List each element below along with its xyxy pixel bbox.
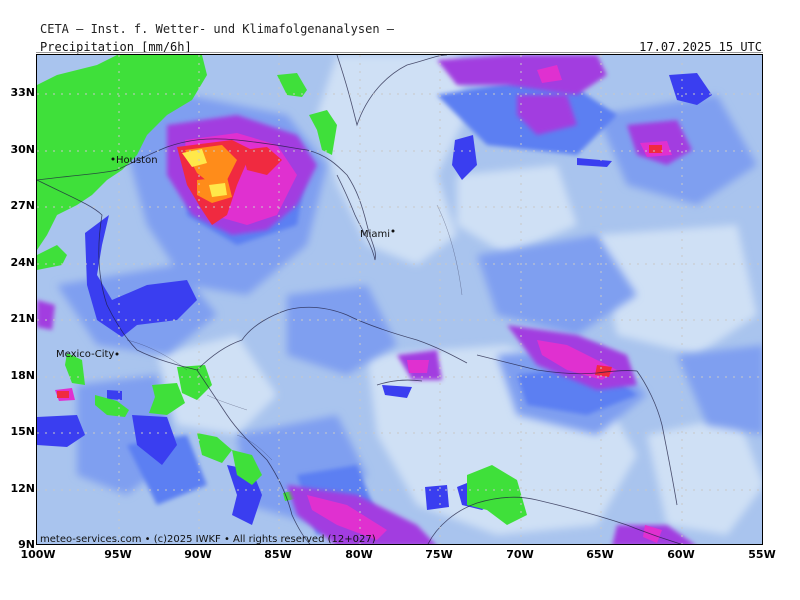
lon-label-75w: 75W <box>425 548 453 561</box>
product-title: Precipitation [mm/6h] <box>40 40 192 54</box>
lat-label-30n: 30N <box>10 143 35 156</box>
footer-credit: meteo-services.com • (c)2025 IWKF • All … <box>40 534 376 545</box>
city-label-miami: Miami <box>360 229 390 240</box>
lat-label-9n: 9N <box>18 538 35 551</box>
city-label-houston: Houston <box>116 155 158 166</box>
borders <box>126 204 463 461</box>
yellow-precip-areas <box>182 149 227 197</box>
lon-label-95w: 95W <box>104 548 132 561</box>
valid-time: 17.07.2025 15 UTC <box>639 40 762 54</box>
lon-label-90w: 90W <box>184 548 212 561</box>
lon-label-100w: 100W <box>20 548 56 561</box>
header-divider <box>36 52 763 53</box>
lat-label-21n: 21N <box>10 312 35 325</box>
lat-label-27n: 27N <box>10 199 35 212</box>
lat-label-12n: 12N <box>10 482 35 495</box>
lon-label-60w: 60W <box>667 548 695 561</box>
city-markers: Houston Miami Mexico-City <box>56 155 395 360</box>
lat-label-15n: 15N <box>10 425 35 438</box>
mexico-city-marker <box>115 352 119 356</box>
houston-marker <box>111 157 115 161</box>
miami-marker <box>391 229 395 233</box>
lat-label-24n: 24N <box>10 256 35 269</box>
map-svg: Houston Miami Mexico-City meteo-services… <box>37 55 762 545</box>
lon-label-85w: 85W <box>264 548 292 561</box>
green-precip-areas <box>37 55 527 525</box>
city-label-mexico-city: Mexico-City <box>56 349 114 360</box>
light-precip-areas <box>157 55 762 535</box>
institute-title: CETA – Inst. f. Wetter- und Klimafolgena… <box>40 22 395 36</box>
grid-lines <box>37 55 762 544</box>
lon-label-80w: 80W <box>345 548 373 561</box>
lon-label-65w: 65W <box>586 548 614 561</box>
lat-label-33n: 33N <box>10 86 35 99</box>
coastlines <box>37 55 682 544</box>
blue-precip-areas <box>37 73 712 525</box>
lon-label-55w: 55W <box>748 548 776 561</box>
precipitation-map: Houston Miami Mexico-City meteo-services… <box>36 54 763 545</box>
lat-label-18n: 18N <box>10 369 35 382</box>
lon-label-70w: 70W <box>506 548 534 561</box>
